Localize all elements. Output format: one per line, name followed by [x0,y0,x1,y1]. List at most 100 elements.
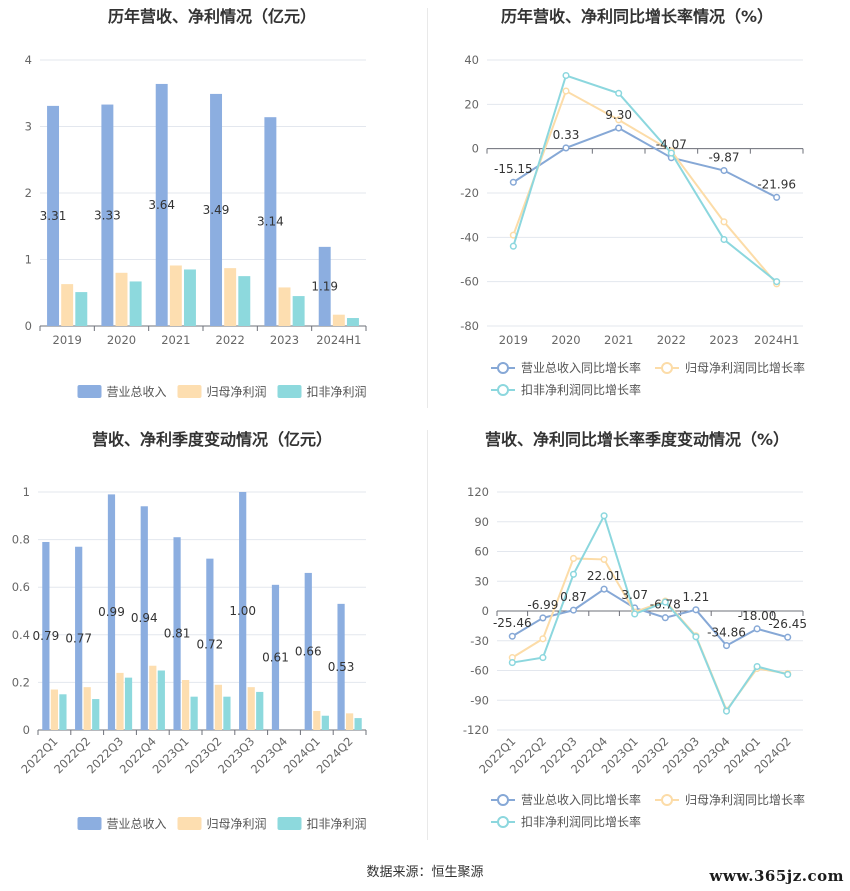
bar-revenue [47,105,60,326]
point-value-label: -15.15 [494,162,533,176]
bar-value-label: 0.94 [131,611,158,625]
data-point [661,598,669,606]
bar-deducted-profit [354,718,362,730]
bar-deducted-profit [183,269,196,326]
bar-value-label: 0.99 [98,605,125,619]
point-value-label: -9.87 [708,151,739,165]
point-value-label: -21.96 [757,177,796,191]
x-tick-label: 2023 [709,333,738,347]
bar-deducted-profit [59,694,67,730]
point-value-label: -6.99 [527,598,558,612]
x-tick-label: 2019 [53,333,82,347]
y-tick-label: 0 [482,604,489,618]
y-tick-label: 90 [474,515,489,529]
y-tick-label: -60 [470,664,489,678]
y-tick-label: 0.8 [12,533,30,547]
vertical-divider-top [427,8,428,408]
y-tick-label: -20 [460,186,479,200]
x-tick-label: 2024H1 [316,333,361,347]
bar-value-label: 0.72 [197,637,224,651]
bar-deducted-profit [346,318,359,326]
x-tick-label: 2024H1 [754,333,799,347]
point-value-label: 22.01 [587,569,621,583]
bar-revenue [173,537,181,730]
bar-net-profit [247,687,255,730]
y-tick-label: 20 [464,97,479,111]
y-tick-label: 1 [23,485,30,499]
bar-net-profit [345,713,354,730]
y-tick-label: 40 [464,53,479,67]
legend-swatch [277,385,302,398]
chart-title: 历年营收、净利同比增长率情况（%） [501,7,773,26]
data-point [508,632,516,640]
y-tick-label: 0 [472,142,479,156]
point-value-label: -34.86 [707,626,746,640]
legend-marker [661,362,673,374]
series-line [512,126,778,199]
x-tick-label: 2022 [657,333,686,347]
data-point [562,144,570,152]
bar-net-profit [83,687,91,730]
data-point [720,236,728,244]
data-point [667,149,675,157]
legend-label: 扣非净利润同比增长率 [521,382,641,397]
bar-revenue [206,558,214,730]
bar-value-label: 3.14 [257,215,284,229]
legend-label: 营业总收入 [107,385,167,399]
y-tick-label: -80 [460,319,479,333]
bar-net-profit [313,710,321,730]
chart-title: 营收、净利季度变动情况（亿元） [92,430,332,449]
legend-swatch [277,817,302,830]
bar-revenue [264,117,277,326]
legend-label: 扣非净利润同比增长率 [521,814,641,829]
bar-value-label: 1.19 [311,279,338,293]
y-tick-label: 0 [23,723,30,737]
bar-deducted-profit [256,691,264,730]
data-point [615,124,623,132]
series-line [512,513,788,714]
point-value-label: -6.78 [650,598,681,612]
data-point [569,554,578,562]
bar-deducted-profit [75,292,88,326]
data-point [600,585,608,593]
bar-revenue [75,546,83,730]
x-tick-label: 2022 [216,333,245,347]
bar-revenue [42,541,50,730]
x-tick-label: 2020 [551,333,580,347]
bar-deducted-profit [129,281,142,326]
legend-label: 营业总收入 [107,817,167,831]
annual-growth-rate-chart: 历年营收、净利同比增长率情况（%） -80 -60 -40 -20 0 20 40 2019 20… [460,7,805,397]
point-value-label: -26.45 [768,617,807,631]
data-point [539,654,547,662]
bar-revenue [239,492,247,730]
bar-revenue [107,494,116,730]
point-value-label: 1.21 [683,590,710,604]
bar-deducted-profit [124,677,133,730]
bar-net-profit [50,689,59,730]
chart-title: 营收、净利同比增长率季度变动情况（%） [485,430,789,449]
legend-marker [497,384,509,396]
bar-revenue [304,572,312,730]
data-point [722,642,731,650]
data-point [562,71,570,80]
bar-net-profit [149,665,157,730]
y-tick-label: 60 [474,545,489,559]
bar-deducted-profit [157,670,165,730]
x-tick-label: 2024Q2 [314,734,356,776]
bar-value-label: 3.64 [148,198,175,212]
data-point [600,555,608,563]
y-tick-label: 30 [474,574,489,588]
data-point [753,625,761,633]
data-point [539,614,547,622]
y-tick-label: 0.4 [12,628,30,642]
legend-label: 归母净利润 [207,385,267,399]
bar-revenue [140,506,148,730]
bar-value-label: 0.61 [262,650,289,664]
bar-deducted-profit [292,296,305,326]
bar-value-label: 0.77 [65,631,92,645]
legend-label: 归母净利润 [207,817,267,831]
y-tick-label: -120 [463,723,489,737]
y-tick-label: -30 [470,634,489,648]
legend-label: 扣非净利润 [307,385,367,399]
